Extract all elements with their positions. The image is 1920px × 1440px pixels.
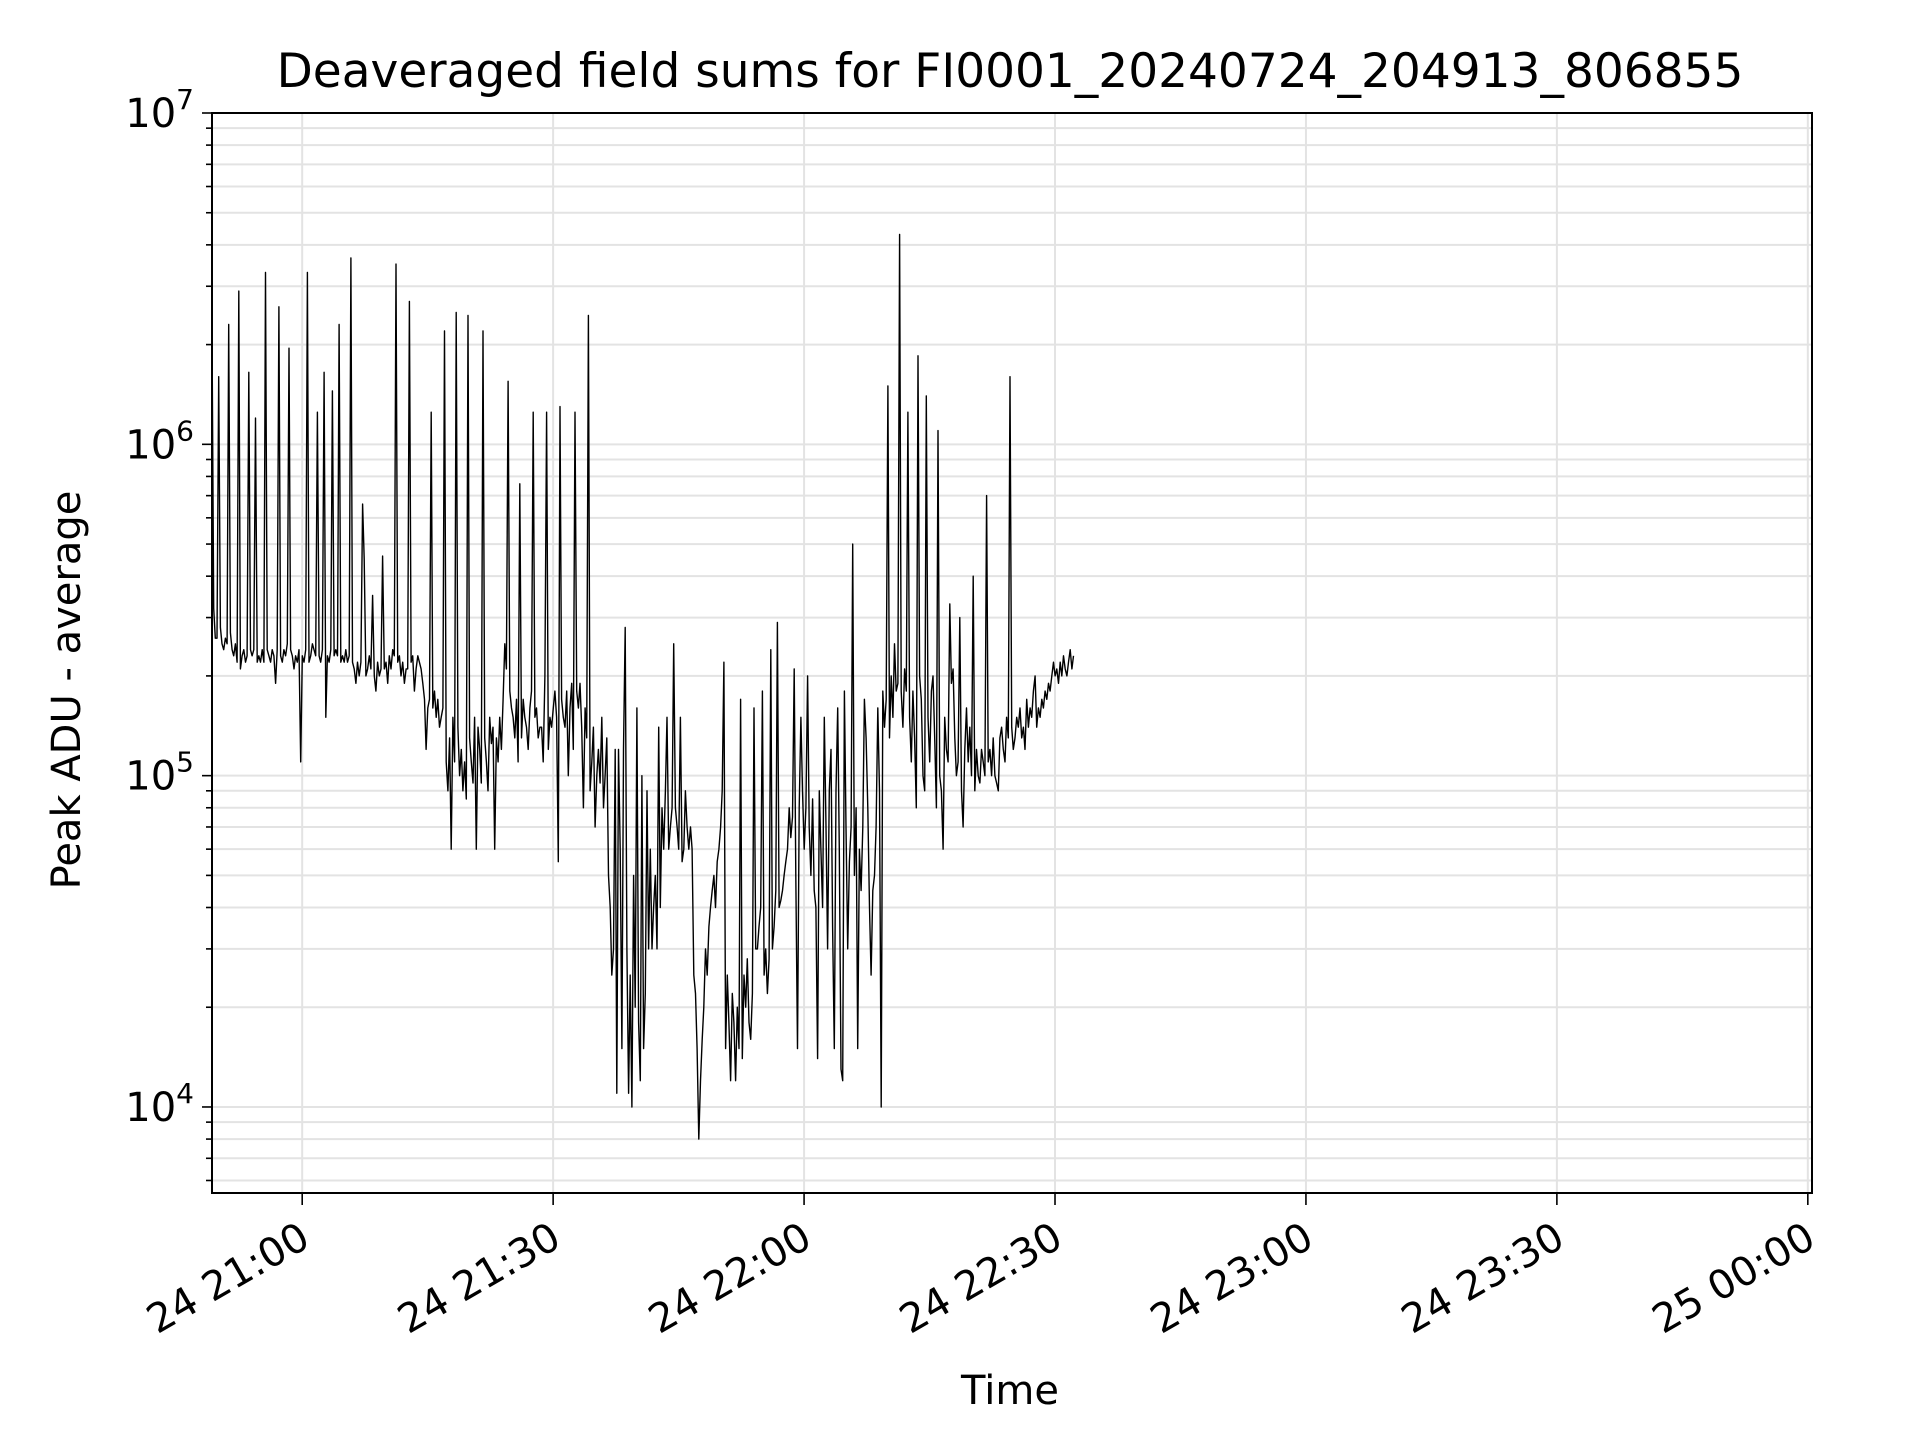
y-tick-base: 10 [125, 91, 176, 137]
plot-frame [211, 112, 1813, 1194]
y-tick-base: 10 [125, 422, 176, 468]
x-tick-label: 25 00:00 [1645, 1214, 1823, 1343]
x-tick-label: 24 23:30 [1394, 1214, 1572, 1343]
y-tick-base: 10 [125, 754, 176, 800]
x-tick-label: 24 21:30 [390, 1214, 568, 1343]
x-tick-label: 24 22:00 [641, 1214, 819, 1343]
axes-layer [211, 112, 1813, 1194]
y-tick-label: 105 [125, 746, 194, 800]
grid-layer [212, 112, 1812, 1193]
x-tick-label: 24 23:00 [1143, 1214, 1321, 1343]
x-axis-label: Time [960, 1368, 1059, 1414]
x-tick-label: 24 21:00 [139, 1214, 317, 1343]
series-layer [212, 233, 1075, 1140]
x-tick-layer: 24 21:00 24 21:30 24 22:00 24 22:30 24 23:00… [139, 1193, 1823, 1343]
y-tick-exponent: 6 [176, 414, 194, 447]
y-tick-label: 104 [125, 1077, 194, 1131]
y-tick-exponent: 5 [176, 746, 194, 779]
y-axis-label: Peak ADU - average [44, 491, 90, 890]
y-tick-label: 107 [125, 83, 194, 137]
chart-title: Deaveraged field sums for FI0001_2024072… [277, 44, 1744, 99]
y-tick-base: 10 [125, 1085, 176, 1131]
data-series-line [212, 233, 1075, 1140]
y-tick-exponent: 7 [176, 83, 194, 116]
y-tick-exponent: 4 [176, 1077, 194, 1110]
y-tick-label: 106 [125, 414, 194, 468]
x-tick-label: 24 22:30 [892, 1214, 1070, 1343]
